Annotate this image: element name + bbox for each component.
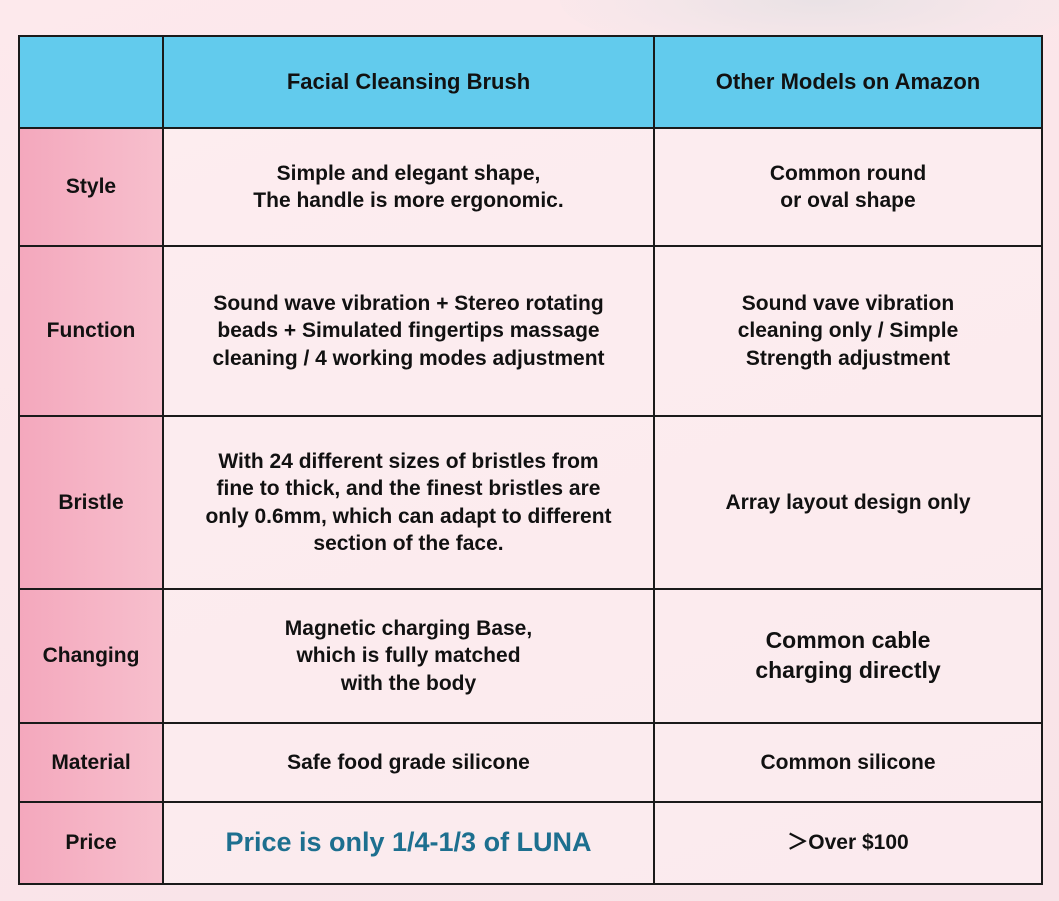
- table-row-bristle: Bristle With 24 different sizes of brist…: [18, 415, 1043, 590]
- row-label-function: Function: [18, 245, 164, 417]
- table-row-price: Price Price is only 1/4-1/3 of LUNA ＞Ove…: [18, 801, 1043, 885]
- cell-line: Sound wave vibration + Stereo rotating: [213, 292, 604, 316]
- cell-line: Simple and elegant shape,: [276, 161, 541, 185]
- brush-function-cell: Sound wave vibration + Stereo rotating b…: [162, 245, 655, 417]
- cell-line: section of the face.: [313, 531, 504, 555]
- cell-line: With 24 different sizes of bristles from: [218, 449, 599, 473]
- cell-line: fine to thick, and the finest bristles a…: [216, 477, 601, 501]
- cell-line: cleaning only / Simple: [737, 319, 959, 343]
- other-material-cell: Common silicone: [653, 722, 1043, 803]
- header-other-models: Other Models on Amazon: [653, 35, 1043, 129]
- cell-line: Common silicone: [760, 750, 936, 774]
- brush-material-cell: Safe food grade silicone: [162, 722, 655, 803]
- cell-line: only 0.6mm, which can adapt to different: [205, 504, 612, 528]
- cell-line: Strength adjustment: [745, 346, 951, 370]
- cell-line: or oval shape: [780, 189, 916, 212]
- brush-style-cell: Simple and elegant shape, The handle is …: [162, 127, 655, 247]
- cell-line: with the body: [340, 671, 477, 695]
- other-bristle-cell: Array layout design only: [653, 415, 1043, 590]
- cell-line: cleaning / 4 working modes adjustment: [212, 346, 605, 370]
- row-label-changing: Changing: [18, 588, 164, 724]
- comparison-table: Facial Cleansing Brush Other Models on A…: [18, 35, 1043, 885]
- cell-line: beads + Simulated fingertips massage: [217, 319, 600, 343]
- brush-changing-cell: Magnetic charging Base, which is fully m…: [162, 588, 655, 724]
- row-label-material: Material: [18, 722, 164, 803]
- cell-line: Common round: [769, 161, 927, 185]
- cell-line: Array layout design only: [725, 490, 971, 514]
- table-row-material: Material Safe food grade silicone Common…: [18, 722, 1043, 803]
- table-header-row: Facial Cleansing Brush Other Models on A…: [18, 35, 1043, 129]
- cell-line: Safe food grade silicone: [287, 750, 530, 774]
- header-empty-cell: [18, 35, 164, 129]
- row-label-price: Price: [18, 801, 164, 885]
- brush-bristle-cell: With 24 different sizes of bristles from…: [162, 415, 655, 590]
- header-brush: Facial Cleansing Brush: [162, 35, 655, 129]
- table-row-style: Style Simple and elegant shape, The hand…: [18, 127, 1043, 247]
- cell-line: ＞Over $100: [787, 831, 909, 855]
- row-label-style: Style: [18, 127, 164, 247]
- cell-line: Sound vave vibration: [741, 292, 955, 316]
- table-row-changing: Changing Magnetic charging Base, which i…: [18, 588, 1043, 724]
- cell-line: Magnetic charging Base,: [284, 617, 533, 641]
- row-label-bristle: Bristle: [18, 415, 164, 590]
- other-function-cell: Sound vave vibration cleaning only / Sim…: [653, 245, 1043, 417]
- cell-line: which is fully matched: [296, 644, 521, 668]
- other-price-cell: ＞Over $100: [653, 801, 1043, 885]
- cell-line: charging directly: [755, 657, 941, 683]
- brush-price-cell: Price is only 1/4-1/3 of LUNA: [162, 801, 655, 885]
- cell-line: Common cable: [765, 627, 931, 654]
- other-style-cell: Common round or oval shape: [653, 127, 1043, 247]
- cell-line: Price is only 1/4-1/3 of LUNA: [225, 827, 592, 858]
- table-row-function: Function Sound wave vibration + Stereo r…: [18, 245, 1043, 417]
- cell-line: The handle is more ergonomic.: [253, 189, 564, 212]
- other-changing-cell: Common cable charging directly: [653, 588, 1043, 724]
